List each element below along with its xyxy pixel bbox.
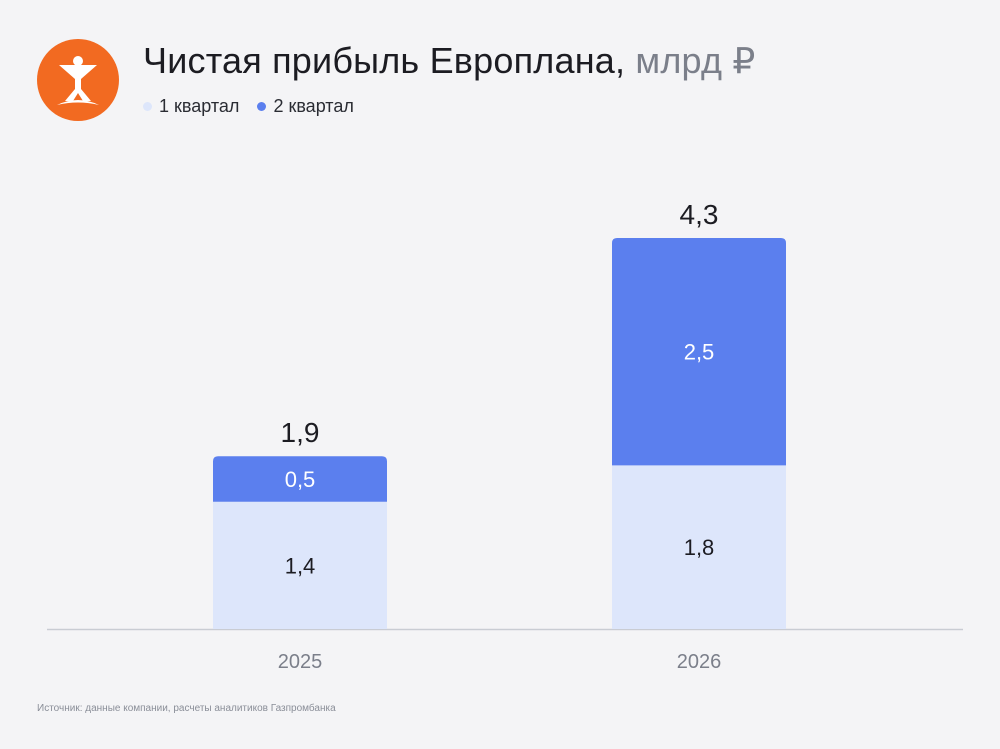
data-label-2025-q2: 0,5 <box>285 467 316 492</box>
legend-label-q1: 1 квартал <box>159 96 240 116</box>
title-unit: млрд ₽ <box>635 40 756 81</box>
total-label-2025: 1,9 <box>281 417 320 448</box>
x-tick-label-2025: 2025 <box>278 651 323 673</box>
legend: 1 квартал 2 квартал <box>143 96 372 117</box>
legend-dot-q1 <box>143 102 152 111</box>
title-text: Чистая прибыль Европлана, <box>143 40 626 81</box>
bar-2026-q2 <box>612 238 786 466</box>
data-label-2026-q2: 2,5 <box>684 340 715 365</box>
legend-dot-q2 <box>257 102 267 111</box>
bar-2026-q1 <box>612 465 786 629</box>
bar-2025-q2 <box>213 456 387 502</box>
legend-label-q2: 2 квартал <box>273 96 354 116</box>
legend-item-q1: 1 квартал <box>143 96 239 117</box>
data-label-2025-q1: 1,4 <box>285 553 316 578</box>
chart-title: Чистая прибыль Европлана, млрд ₽ <box>143 40 755 82</box>
person-icon <box>57 56 99 105</box>
europlan-logo <box>37 39 119 121</box>
x-tick-label-2026: 2026 <box>677 651 722 673</box>
data-label-2026-q1: 1,8 <box>684 535 715 560</box>
bar-2025-q1 <box>213 501 387 629</box>
total-label-2026: 4,3 <box>680 199 719 230</box>
legend-item-q2: 2 квартал <box>257 96 354 117</box>
source-note: Источник: данные компании, расчеты анали… <box>37 703 336 714</box>
